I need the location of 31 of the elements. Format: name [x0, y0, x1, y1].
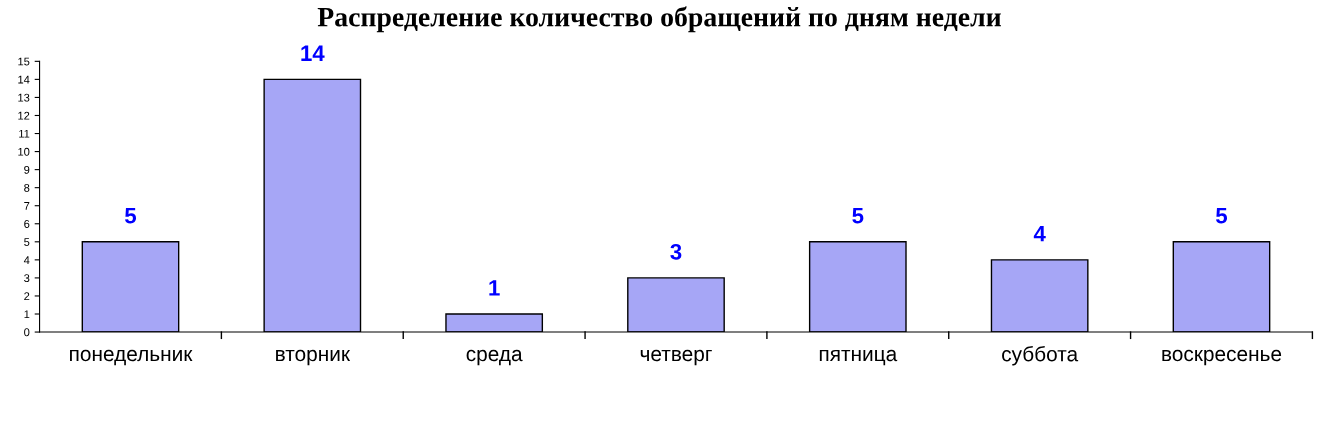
- y-tick-label: 6: [24, 220, 30, 228]
- x-tick-label: понедельник: [70, 349, 193, 366]
- y-tick-label: 1: [24, 310, 30, 319]
- y-tick-label: 5: [24, 238, 30, 246]
- y-tick-label: 0: [24, 328, 30, 337]
- x-tick-label: пятница: [819, 349, 898, 366]
- data-label: 4: [1033, 226, 1046, 242]
- data-label: 5: [1215, 208, 1228, 224]
- y-tick-label: 15: [18, 57, 30, 66]
- y-tick-label: 12: [18, 111, 30, 120]
- y-tick-label: 2: [24, 292, 30, 300]
- x-tick-label: суббота: [1002, 345, 1079, 366]
- x-tick-label: вторник: [276, 349, 351, 366]
- data-label: 1: [489, 280, 500, 296]
- y-tick-label: 3: [24, 274, 30, 283]
- data-label: 5: [124, 208, 137, 224]
- x-tick-label: среда: [466, 349, 523, 366]
- y-tick-label: 9: [24, 165, 30, 174]
- y-tick-label: 14: [18, 75, 30, 84]
- y-tick-label: 13: [18, 93, 30, 102]
- y-tick-label: 8: [24, 183, 30, 192]
- x-tick-label: четверг: [640, 349, 712, 366]
- y-tick-label: 10: [18, 147, 30, 156]
- data-label: 3: [670, 243, 682, 260]
- data-label: 14: [301, 45, 325, 61]
- y-tick-label: 11: [19, 129, 30, 138]
- x-tick-label: воскресенье: [1162, 349, 1282, 366]
- chart-title: Распределение количество обращений по дням недели: [317, 6, 1001, 33]
- y-tick-label: 7: [24, 202, 30, 210]
- data-label: 5: [852, 208, 864, 224]
- y-tick-label: 4: [23, 256, 30, 264]
